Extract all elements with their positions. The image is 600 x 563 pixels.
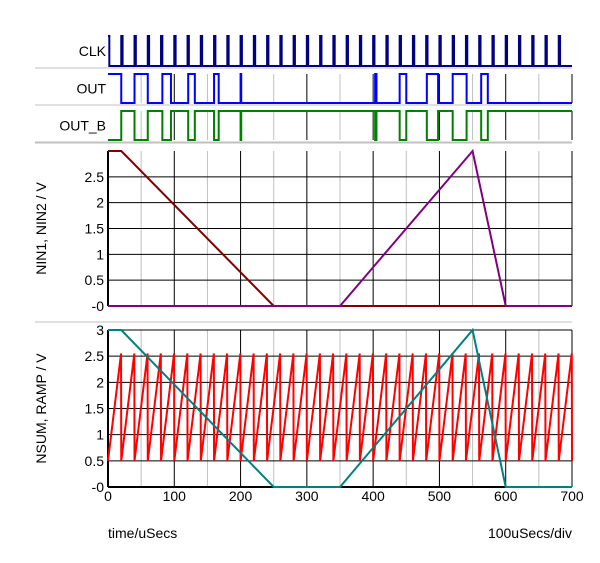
nsum-panel-xtick-label: 0 [104, 488, 112, 504]
nsum-panel-ylabel: NSUM, RAMP / V [33, 353, 49, 464]
nsum-panel-series-1 [108, 327, 572, 488]
nsum-panel-ytick-label: -0 [92, 479, 105, 495]
nin-panel-series-0 [108, 150, 572, 307]
nin-panel-ytick-label: 1.5 [85, 221, 105, 237]
signal-label-clk: CLK [79, 43, 107, 59]
nsum-panel-xtick-label: 400 [361, 488, 385, 504]
signal-label-out-b: OUT_B [59, 118, 106, 134]
nsum-panel-ytick-label: 2 [96, 374, 104, 390]
nsum-panel-xtick-label: 600 [494, 488, 518, 504]
signal-label-out: OUT [76, 81, 106, 97]
nin-panel-ytick-label: 2.5 [85, 169, 105, 185]
nsum-panel-series-0 [107, 353, 573, 461]
nsum-panel-ytick-label: 3 [96, 322, 104, 338]
nsum-panel-xtick-label: 500 [428, 488, 452, 504]
nin-panel-ytick-label: -0 [92, 298, 105, 314]
nsum-panel-xtick-label: 200 [229, 488, 253, 504]
nin-panel-ytick-label: 1 [96, 246, 104, 262]
nsum-panel-xtick-label: 700 [560, 488, 584, 504]
nsum-panel-xtick-label: 300 [295, 488, 319, 504]
nsum-panel-ytick-label: 0.5 [85, 453, 105, 469]
signal-clk [108, 35, 572, 67]
nin-panel-ytick-label: 0.5 [85, 272, 105, 288]
x-axis-label: time/uSecs [108, 525, 178, 541]
signal-out [108, 73, 572, 104]
nsum-panel-ytick-label: 2.5 [85, 348, 105, 364]
nin-panel-ylabel: NIN1, NIN2 / V [33, 182, 49, 275]
x-scale-label: 100uSecs/div [487, 525, 572, 541]
nsum-panel-xtick-label: 100 [163, 488, 187, 504]
nin-panel-series-1 [108, 148, 572, 307]
nin-panel-ytick-label: 2 [96, 195, 104, 211]
nsum-panel-ytick-label: 1.5 [85, 401, 105, 417]
signal-out-b [108, 110, 572, 141]
nsum-panel-ytick-label: 1 [96, 427, 104, 443]
